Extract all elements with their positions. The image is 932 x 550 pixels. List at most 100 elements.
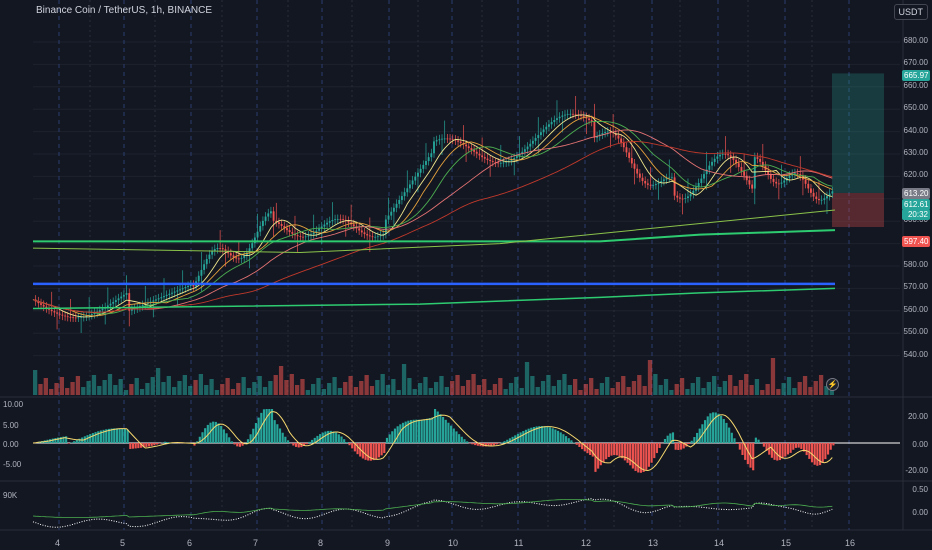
macd-left-label: 0.00 xyxy=(3,440,19,449)
currency-button[interactable]: USDT xyxy=(893,4,928,20)
macd-bar xyxy=(54,438,57,443)
macd-bar xyxy=(706,416,709,443)
candle-body xyxy=(259,226,262,232)
volume-bar xyxy=(236,383,241,395)
macd-bar xyxy=(214,421,217,443)
macd-bar xyxy=(789,443,792,453)
volume-bar xyxy=(669,390,674,395)
long-position-target-zone xyxy=(832,73,884,193)
volume-bar xyxy=(546,375,551,395)
candle-body xyxy=(312,232,315,235)
candle-body xyxy=(398,200,401,204)
macd-bar xyxy=(423,419,426,443)
volume-bar xyxy=(573,379,578,395)
volume-bar xyxy=(204,385,209,395)
candle-body xyxy=(727,154,730,156)
volume-bar xyxy=(728,375,733,395)
macd-bar xyxy=(324,431,327,443)
candle-body xyxy=(823,198,826,200)
candle-body xyxy=(400,196,403,201)
volume-bar xyxy=(786,377,792,395)
candle-body xyxy=(187,285,189,288)
macd-bar xyxy=(805,443,808,456)
candle-body xyxy=(374,236,377,238)
candle-body xyxy=(427,157,430,162)
candle-body xyxy=(793,173,796,175)
macd-bar xyxy=(107,428,110,443)
macd-bar xyxy=(273,420,276,443)
volume-bar xyxy=(198,374,204,395)
candle-body xyxy=(122,294,125,297)
macd-bar xyxy=(404,421,407,443)
candle-body xyxy=(414,176,417,181)
macd-bar xyxy=(829,443,832,450)
price-tick-label: 670.00 xyxy=(903,58,928,68)
candle-body xyxy=(601,133,604,135)
candle-body xyxy=(729,155,732,158)
candle-body xyxy=(184,287,187,289)
macd-bar xyxy=(431,417,434,443)
candle-body xyxy=(53,311,56,313)
oscillator-signal-line xyxy=(32,499,833,518)
volume-bar xyxy=(503,389,508,395)
macd-bar xyxy=(490,443,493,446)
candle-body xyxy=(371,236,374,238)
candle-body xyxy=(253,237,256,244)
macd-bar xyxy=(546,426,549,443)
macd-bar xyxy=(816,443,819,466)
candle-body xyxy=(769,174,772,179)
macd-bar xyxy=(123,429,127,443)
macd-bar xyxy=(361,443,364,459)
candle-body xyxy=(213,249,216,252)
candle-body xyxy=(638,173,641,178)
candle-body xyxy=(296,235,299,237)
macd-bar xyxy=(209,422,212,443)
candle-body xyxy=(130,309,133,311)
candle-body xyxy=(219,248,222,249)
candle-body xyxy=(299,236,302,238)
volume-bar xyxy=(428,388,433,395)
candle-body xyxy=(272,211,275,221)
volume-bar xyxy=(161,382,166,395)
macd-bar xyxy=(129,443,132,449)
candle-body xyxy=(211,251,214,255)
macd-bar xyxy=(768,443,771,455)
macd-bar xyxy=(131,443,135,449)
macd-bar xyxy=(532,426,536,443)
candle-body xyxy=(449,138,451,140)
macd-bar xyxy=(198,436,201,443)
candle-body xyxy=(74,317,77,319)
candle-body xyxy=(564,114,566,116)
macd-bar xyxy=(474,443,477,446)
volume-bar xyxy=(209,379,214,395)
macd-bar xyxy=(105,429,108,443)
macd-bar xyxy=(434,409,437,443)
volume-bar xyxy=(311,384,316,395)
candle-body xyxy=(777,183,780,185)
candle-body xyxy=(478,153,481,156)
volume-bar xyxy=(327,383,332,395)
macd-bar xyxy=(765,443,768,451)
volume-bar xyxy=(257,376,262,395)
volume-bar xyxy=(610,388,615,395)
macd-bar xyxy=(674,443,677,450)
candle-body xyxy=(409,184,411,189)
candle-body xyxy=(160,297,163,299)
candle-body xyxy=(820,199,823,201)
macd-bar xyxy=(712,412,715,443)
bolt-icon[interactable]: ⚡ xyxy=(826,378,839,391)
macd-bar xyxy=(687,443,691,444)
macd-bar xyxy=(466,441,469,443)
candle-body xyxy=(788,175,791,179)
volume-bar xyxy=(797,382,802,395)
candle-body xyxy=(243,255,246,258)
macd-bar xyxy=(530,427,533,443)
macd-bar xyxy=(316,435,319,443)
macd-bar xyxy=(367,443,370,461)
candle-body xyxy=(572,113,574,115)
candle-body xyxy=(523,149,526,152)
volume-bar xyxy=(348,376,353,395)
volume-bar xyxy=(594,389,599,395)
macd-bar xyxy=(380,443,383,456)
